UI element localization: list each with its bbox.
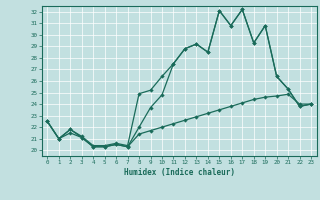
X-axis label: Humidex (Indice chaleur): Humidex (Indice chaleur) bbox=[124, 168, 235, 177]
